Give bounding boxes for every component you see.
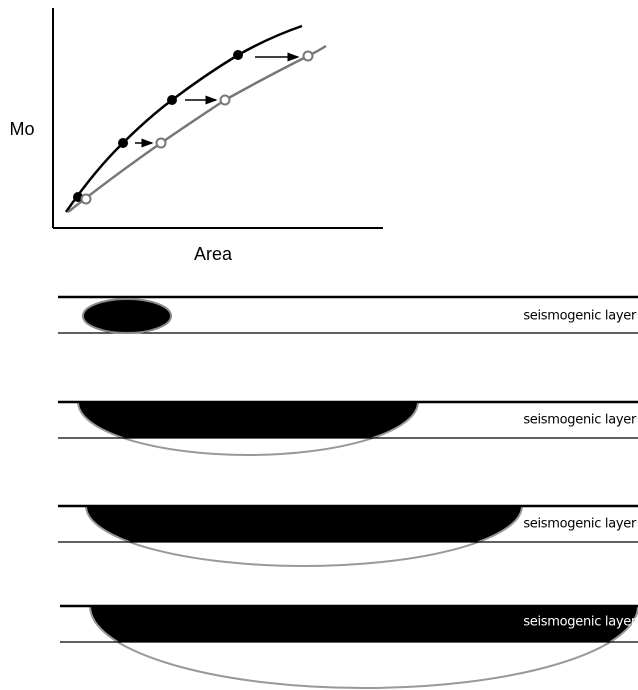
layer-label: seismogenic layer	[523, 615, 637, 630]
layer-label: seismogenic layer	[523, 309, 637, 324]
y-axis-label: Mo	[9, 119, 34, 139]
panel-1: seismogenic layer	[58, 297, 638, 333]
panel-3: seismogenic layer	[58, 446, 638, 566]
gray-curve	[68, 46, 326, 212]
black-curve	[66, 26, 302, 212]
open-points	[82, 52, 313, 204]
panel-4: seismogenic layer	[60, 524, 638, 688]
mo-area-graph: Mo Area	[9, 8, 383, 264]
layer-label: seismogenic layer	[523, 517, 637, 532]
x-axis-label: Area	[194, 244, 233, 264]
filled-points	[73, 50, 243, 202]
diagram: Mo Area seismogenic layer seismogenic la…	[0, 0, 638, 690]
panel-2: seismogenic layer	[58, 349, 638, 455]
layer-label: seismogenic layer	[523, 413, 637, 428]
